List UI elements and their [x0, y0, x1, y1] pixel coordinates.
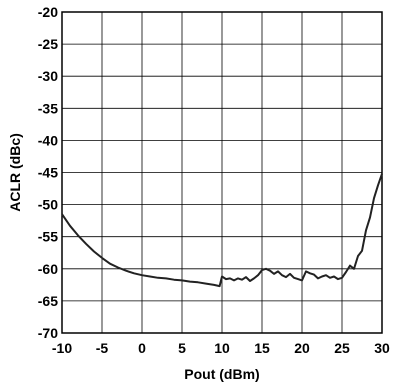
x-tick-label: 20	[294, 340, 310, 356]
x-tick-label: -10	[52, 340, 72, 356]
plot-frame	[61, 11, 383, 334]
x-axis-label: Pout (dBm)	[184, 366, 259, 382]
y-axis-label: ACLR (dBc)	[7, 133, 23, 212]
x-tick-label: 15	[254, 340, 270, 356]
x-tick-label: 0	[138, 340, 146, 356]
x-tick-label: 25	[334, 340, 350, 356]
y-tick-label: -20	[38, 4, 58, 20]
y-tick-label: -35	[38, 100, 58, 116]
y-tick-label: -30	[38, 68, 58, 84]
y-tick-label: -25	[38, 36, 58, 52]
y-tick-label: -65	[38, 293, 58, 309]
x-tick-label: -5	[96, 340, 109, 356]
grid	[61, 11, 383, 334]
x-axis-ticks: -10 -5 0 5 10 15 20 25 30	[52, 340, 390, 356]
x-tick-label: 10	[214, 340, 230, 356]
y-tick-label: -55	[38, 229, 58, 245]
y-tick-label: -45	[38, 165, 58, 181]
y-axis-ticks: -20 -25 -30 -35 -40 -45 -50 -55 -60 -65 -70	[38, 4, 58, 341]
y-tick-label: -50	[38, 197, 58, 213]
series-line	[61, 173, 383, 288]
y-tick-label: -60	[38, 261, 58, 277]
x-tick-label: 30	[374, 340, 390, 356]
y-tick-label: -40	[38, 132, 58, 148]
y-tick-label: -70	[38, 325, 58, 341]
x-tick-label: 5	[178, 340, 186, 356]
